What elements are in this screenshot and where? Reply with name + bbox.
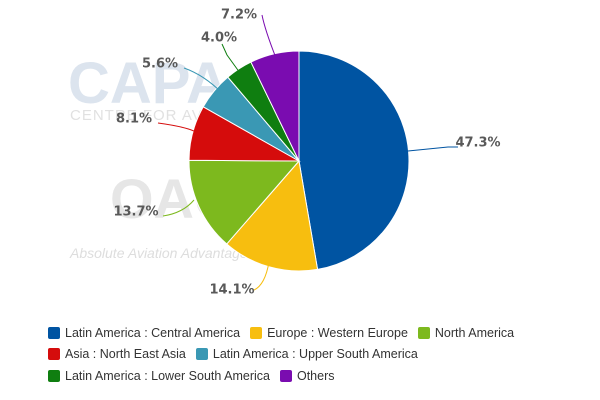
legend-item-6[interactable]: Others [279,368,335,383]
leader-line-2 [162,199,195,217]
slice-labels: 47.3% 14.1% 13.7% 8.1% 5.6% 4.0% 7.2% [113,8,500,298]
legend-label-3: Asia : North East Asia [65,347,186,362]
leader-line-5 [221,43,241,74]
pie-slice-1 [226,159,319,272]
slice-label-4: 5.6% [142,57,178,72]
slice-label-3: 8.1% [116,112,152,127]
leader-line-1 [253,261,270,291]
legend-swatch-6 [279,369,292,382]
leader-line-3 [157,122,199,134]
legend-swatch-1 [250,326,263,339]
legend-label-2: North America [434,325,515,340]
oag-watermark-tagline: Absolute Aviation Advantage [69,245,248,261]
legend-swatch-2 [417,326,430,339]
legend-item-2[interactable]: North America [417,325,515,340]
leader-lines [157,14,458,291]
slice-label-6: 7.2% [221,8,257,23]
legend-row-0: Latin America : Central America Europe : … [48,322,593,344]
legend-label-4: Latin America : Upper South America [212,347,418,362]
pie-slice-0 [298,50,410,270]
legend-label-5: Latin America : Lower South America [65,368,270,383]
leader-line-6 [261,14,277,59]
pie-slices [188,50,410,272]
legend-swatch-4 [195,348,208,361]
pie-slice-2 [188,159,301,245]
legend-item-1[interactable]: Europe : Western Europe [250,326,408,340]
legend-row-2: Latin America : Lower South America Other… [48,365,593,387]
legend-swatch-0 [48,326,60,339]
slice-label-2: 13.7% [113,205,158,220]
legend-swatch-5 [48,369,60,382]
leader-line-4 [183,67,223,94]
oag-watermark: OAG Absolute Aviation Advantage [69,167,248,261]
legend-label-1: Europe : Western Europe [267,325,408,340]
legend-item-4[interactable]: Latin America : Upper South America [195,347,418,362]
slice-label-0: 47.3% [455,136,500,151]
legend: Latin America : Central America Europe : … [48,322,593,387]
legend-swatch-3 [48,348,60,361]
capa-watermark-logo: CAPA [68,51,228,116]
legend-item-3[interactable]: Asia : North East Asia [48,347,186,361]
legend-label-0: Latin America : Central America [65,325,241,340]
leader-line-0 [407,146,458,152]
slice-label-5: 4.0% [201,31,237,46]
legend-item-0[interactable]: Latin America : Central America [48,326,240,340]
legend-label-6: Others [296,368,335,383]
slice-label-1: 14.1% [209,283,254,298]
legend-item-5[interactable]: Latin America : Lower South America [48,369,270,383]
legend-row-1: Asia : North East Asia Latin America : Up… [48,344,593,366]
